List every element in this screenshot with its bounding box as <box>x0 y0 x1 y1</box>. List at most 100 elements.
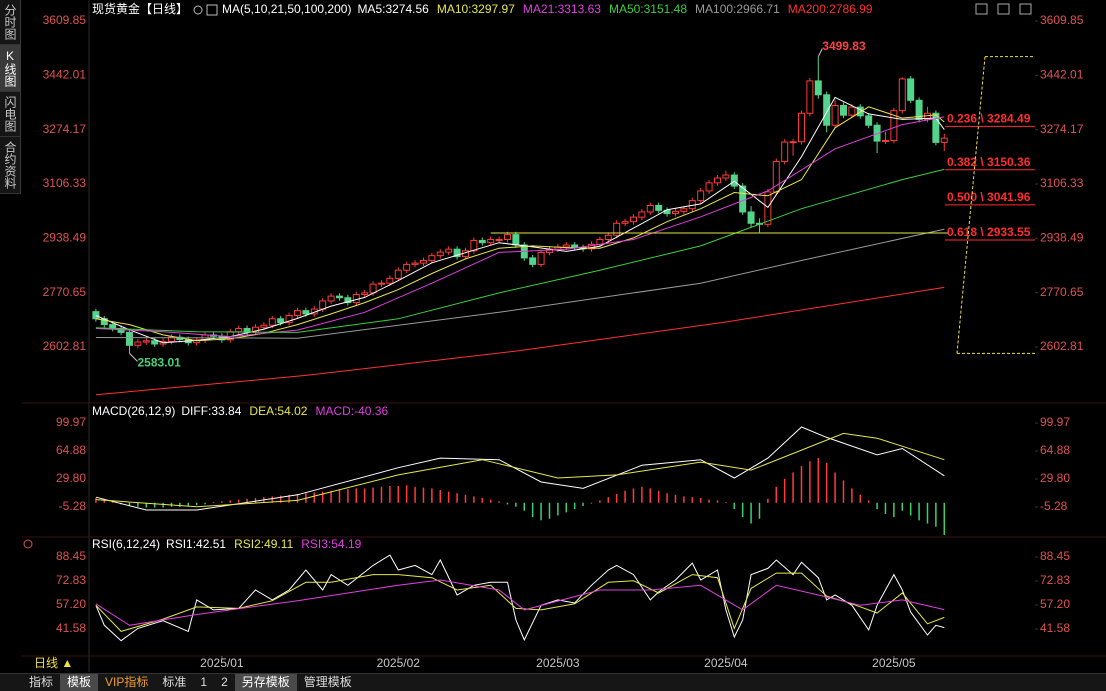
candle-body <box>470 239 478 252</box>
macd-bar <box>389 486 391 503</box>
macd-bar <box>313 492 316 503</box>
candle-body <box>377 282 385 285</box>
candle-body <box>898 78 906 112</box>
y-tick-label: 99.97 <box>56 415 86 429</box>
macd-bar <box>254 497 257 503</box>
macd-bar <box>649 488 652 503</box>
toolbar-button[interactable]: VIP指标 <box>105 675 149 689</box>
candle-body <box>403 263 411 271</box>
macd-bar <box>372 487 374 503</box>
y-tick-label: 64.88 <box>56 443 86 457</box>
sidebar-tab[interactable]: 合约资料 <box>0 137 20 194</box>
macd-bar <box>825 462 828 503</box>
candle-body <box>369 283 377 294</box>
macd-bar <box>733 502 736 510</box>
candle-body <box>722 174 730 179</box>
rsi-icon[interactable] <box>23 539 33 549</box>
sidebar-tab[interactable]: 分时图 <box>0 0 20 45</box>
icon[interactable] <box>997 3 1010 15</box>
period-label[interactable]: 日线 ▲ <box>34 656 73 670</box>
candle-body <box>285 315 293 324</box>
icon[interactable] <box>975 3 988 15</box>
y-tick-label: -5.28 <box>59 499 87 513</box>
y-tick-label: 2602.81 <box>43 339 87 353</box>
candle-body <box>411 262 419 265</box>
candle-body <box>839 104 847 116</box>
y-tick-label: 3609.85 <box>43 13 87 27</box>
legend-label: RSI2:49.11 <box>234 537 293 551</box>
y-tick-label: 72.83 <box>1040 573 1070 587</box>
candle-body <box>92 311 100 320</box>
legend-label: MACD:-40.36 <box>315 404 388 418</box>
candle-body <box>932 112 940 143</box>
candle-body <box>260 324 268 328</box>
candle-body <box>361 292 369 295</box>
legend-label: DIFF:33.84 <box>181 404 241 418</box>
macd-bar <box>187 502 190 506</box>
fib-label: 0.236 \ 3284.49 <box>947 112 1031 126</box>
macd-bar <box>632 488 635 503</box>
macd-bar <box>666 493 668 503</box>
macd-bar <box>876 502 878 510</box>
toolbar: 指标 模板 VIP指标 标准 1 2 另存模板 管理模板 <box>0 673 1106 691</box>
y-tick-label: 2770.65 <box>43 285 87 299</box>
candle-body <box>537 251 545 265</box>
macd-bar <box>363 488 366 503</box>
candle-body <box>831 104 839 126</box>
candle-body <box>638 211 646 218</box>
toolbar-button[interactable]: 另存模板 <box>234 674 297 691</box>
candle-body <box>503 234 511 240</box>
candle-body <box>134 341 142 346</box>
macd-bar <box>279 495 282 503</box>
candle-body <box>235 327 243 333</box>
macd-bar <box>767 498 769 503</box>
candle-body <box>125 331 133 346</box>
macd-bar <box>741 502 744 518</box>
macd-bar <box>674 494 677 503</box>
x-tick-label: 2025/03 <box>536 656 580 670</box>
toolbar-button[interactable]: 2 <box>221 675 228 689</box>
macd-bar <box>128 502 131 506</box>
y-tick-label: 3609.85 <box>1040 13 1084 27</box>
candle-body <box>881 139 889 142</box>
macd-bar <box>800 466 803 503</box>
candle-body <box>613 222 621 236</box>
toolbar-button[interactable]: 指标 <box>29 675 54 689</box>
candle-body <box>629 216 637 223</box>
macd-bar <box>271 496 274 503</box>
toolbar-button[interactable]: 模板 <box>60 674 99 691</box>
candle-body <box>680 208 688 212</box>
y-tick-label: 2602.81 <box>1040 339 1084 353</box>
indicator-line <box>95 554 945 642</box>
toolbar-button[interactable]: 1 <box>200 675 208 689</box>
macd-bar <box>229 500 232 503</box>
icon[interactable] <box>1019 3 1032 15</box>
peak-label: 3499.83 <box>822 39 866 53</box>
candle-body <box>394 269 402 279</box>
macd-bar <box>456 493 458 503</box>
legend-label: MA21:3313.63 <box>523 2 601 16</box>
macd-bar <box>657 490 660 503</box>
candle-body <box>151 340 159 345</box>
y-tick-label: 72.83 <box>56 573 86 587</box>
sidebar: 分时图 K线图 闪电图 合约资料 <box>0 0 21 194</box>
toolbar-button[interactable]: 管理模板 <box>303 675 352 689</box>
macd-bar <box>422 487 425 503</box>
macd-bar <box>590 502 593 504</box>
macd-bar <box>179 502 181 507</box>
sidebar-tab[interactable]: K线图 <box>0 45 20 92</box>
candle-body <box>865 115 873 126</box>
macd-bar <box>683 496 685 503</box>
macd-bar <box>909 502 912 516</box>
toolbar-button[interactable]: 标准 <box>162 675 187 689</box>
macd-bar <box>137 502 139 507</box>
y-tick-label: 2938.49 <box>1040 231 1084 245</box>
candle-body <box>730 174 738 187</box>
candle-body <box>705 182 713 192</box>
candle-body <box>915 99 923 120</box>
sidebar-tab[interactable]: 闪电图 <box>0 92 20 137</box>
indicator-line <box>95 116 945 338</box>
window-icons[interactable] <box>975 3 1032 15</box>
candle-body <box>873 124 881 142</box>
indicator-line <box>95 168 945 333</box>
